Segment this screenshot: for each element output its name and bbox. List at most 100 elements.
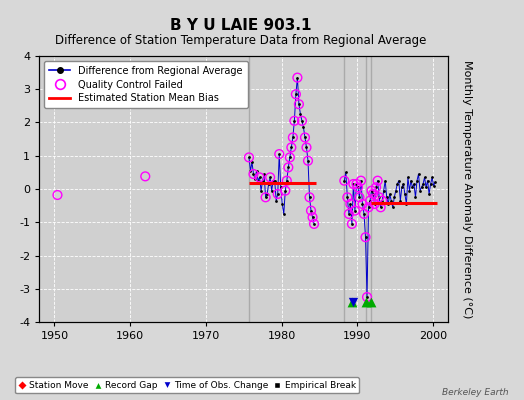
Point xyxy=(354,184,362,190)
Point xyxy=(296,111,304,117)
Point xyxy=(364,204,373,210)
Text: Difference of Station Temperature Data from Regional Average: Difference of Station Temperature Data f… xyxy=(56,34,427,47)
Point xyxy=(401,191,409,197)
Point xyxy=(287,144,296,151)
Point xyxy=(366,198,374,204)
Point xyxy=(349,181,357,187)
Point xyxy=(345,211,353,217)
Point xyxy=(284,164,292,170)
Point xyxy=(298,118,306,124)
Point xyxy=(354,184,362,190)
Point xyxy=(387,198,396,204)
Point xyxy=(281,188,289,194)
Point xyxy=(282,178,291,184)
Point xyxy=(427,181,435,187)
Point xyxy=(255,174,264,180)
Point xyxy=(367,299,375,305)
Point xyxy=(372,184,380,190)
Point xyxy=(301,134,309,141)
Point xyxy=(346,201,355,207)
Point xyxy=(342,169,350,176)
Point xyxy=(420,174,429,180)
Point xyxy=(376,204,385,210)
Point xyxy=(383,194,391,200)
Point xyxy=(346,201,355,207)
Point xyxy=(266,174,275,180)
Point xyxy=(304,158,312,164)
Y-axis label: Monthly Temperature Anomaly Difference (°C): Monthly Temperature Anomaly Difference (… xyxy=(462,60,472,318)
Point xyxy=(358,201,367,207)
Point xyxy=(272,198,280,204)
Point xyxy=(381,178,389,184)
Legend: Difference from Regional Average, Quality Control Failed, Estimated Station Mean: Difference from Regional Average, Qualit… xyxy=(44,61,247,108)
Point xyxy=(362,234,370,240)
Point xyxy=(416,188,424,194)
Point xyxy=(248,159,256,166)
Point xyxy=(378,198,386,204)
Point xyxy=(403,174,412,180)
Point xyxy=(376,204,385,210)
Point xyxy=(292,91,300,98)
Point xyxy=(375,194,384,200)
Point xyxy=(251,176,259,182)
Point xyxy=(310,221,318,227)
Point xyxy=(275,151,283,157)
Point xyxy=(411,194,420,200)
Point xyxy=(345,211,353,217)
Point xyxy=(372,184,380,190)
Point xyxy=(367,188,376,194)
Point xyxy=(391,188,400,194)
Point xyxy=(405,188,413,194)
Point xyxy=(348,221,356,227)
Point xyxy=(419,181,427,187)
Point xyxy=(305,194,314,200)
Point xyxy=(277,184,285,190)
Point xyxy=(428,174,436,180)
Point xyxy=(298,118,306,124)
Point xyxy=(287,144,296,151)
Point xyxy=(414,171,423,177)
Point xyxy=(360,211,368,217)
Point xyxy=(352,181,361,187)
Point xyxy=(357,178,365,184)
Point xyxy=(286,154,294,161)
Point xyxy=(280,211,288,217)
Point xyxy=(308,214,316,220)
Point xyxy=(352,181,361,187)
Point xyxy=(343,194,352,200)
Point xyxy=(281,188,289,194)
Point xyxy=(402,201,411,207)
Legend: Station Move, Record Gap, Time of Obs. Change, Empirical Break: Station Move, Record Gap, Time of Obs. C… xyxy=(15,377,359,394)
Point xyxy=(417,184,425,190)
Point xyxy=(267,188,276,194)
Point xyxy=(284,164,292,170)
Point xyxy=(305,194,314,200)
Text: Berkeley Earth: Berkeley Earth xyxy=(442,388,508,397)
Point xyxy=(389,204,397,210)
Point xyxy=(362,299,370,305)
Point xyxy=(260,171,268,177)
Point xyxy=(246,168,255,174)
Point xyxy=(349,299,357,305)
Point xyxy=(393,181,401,187)
Point xyxy=(374,178,382,184)
Point xyxy=(282,178,291,184)
Point xyxy=(364,204,373,210)
Point xyxy=(340,178,348,184)
Point xyxy=(294,101,303,108)
Point xyxy=(348,221,356,227)
Point xyxy=(369,191,377,197)
Point xyxy=(299,124,308,131)
Point xyxy=(396,198,405,204)
Point xyxy=(351,208,359,214)
Text: B Y U LAIE 903.1: B Y U LAIE 903.1 xyxy=(170,18,312,33)
Point xyxy=(254,178,262,184)
Point xyxy=(302,144,311,151)
Point xyxy=(293,74,302,81)
Point xyxy=(399,181,408,187)
Point xyxy=(274,191,282,197)
Point xyxy=(374,178,382,184)
Point xyxy=(425,191,433,197)
Point xyxy=(355,194,364,200)
Point xyxy=(398,184,406,190)
